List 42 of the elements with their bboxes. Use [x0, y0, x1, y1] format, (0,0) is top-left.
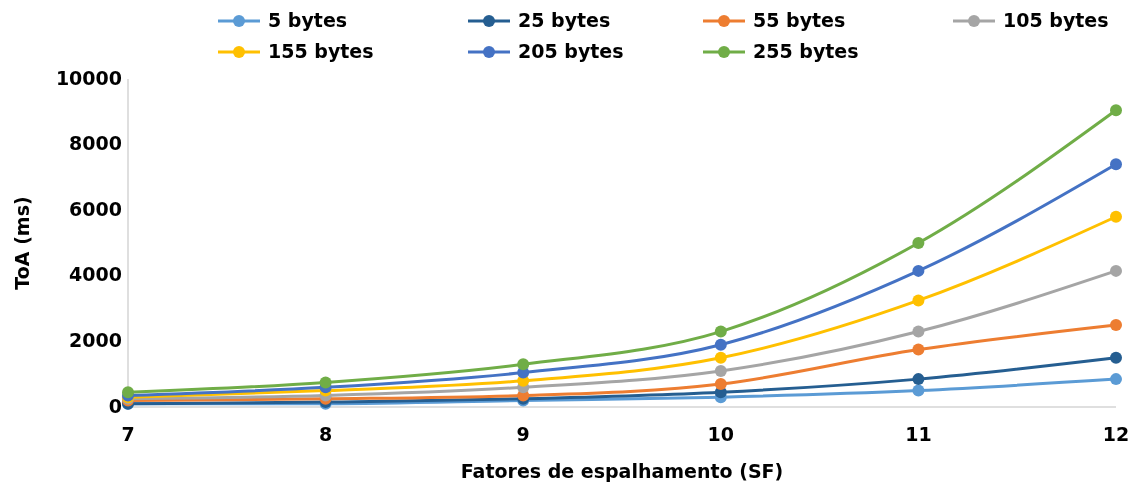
y-axis-title: ToA (ms)	[11, 196, 33, 290]
point	[912, 237, 925, 249]
y-tick-label: 4000	[69, 263, 122, 286]
point	[1110, 104, 1122, 117]
x-tick-label: 12	[1102, 423, 1130, 445]
x-tick-label: 8	[318, 423, 333, 445]
y-tick-label: 10000	[55, 66, 122, 89]
point	[714, 338, 727, 351]
point	[714, 325, 727, 338]
legend-label: 5 bytes	[268, 8, 348, 31]
x-tick-label: 7	[121, 423, 135, 445]
point	[1110, 210, 1122, 223]
legend-label: 255 bytes	[753, 39, 859, 62]
point	[912, 373, 925, 386]
point	[1110, 373, 1122, 386]
x-axis-title: Fatores de espalhamento (SF)	[460, 460, 784, 482]
x-tick-label: 11	[905, 423, 932, 445]
y-tick-label: 2000	[69, 328, 122, 351]
legend-label: 25 bytes	[518, 8, 611, 31]
point	[517, 358, 530, 371]
point	[1110, 158, 1122, 171]
point	[912, 343, 925, 356]
point	[714, 364, 727, 377]
point	[912, 294, 925, 307]
legend-label: 105 bytes	[1003, 8, 1109, 31]
point	[714, 351, 727, 364]
point	[1110, 351, 1122, 364]
point	[319, 376, 332, 389]
point	[912, 264, 925, 277]
y-tick-label: 8000	[69, 132, 122, 155]
point	[912, 384, 925, 397]
y-tick-label: 6000	[69, 197, 122, 220]
point	[1110, 319, 1122, 331]
legend-label: 55 bytes	[753, 8, 846, 31]
legend-label: 155 bytes	[268, 39, 374, 62]
y-tick-label: 0	[108, 394, 122, 417]
point	[912, 325, 925, 338]
point	[1110, 264, 1122, 277]
x-tick-label: 10	[707, 423, 735, 445]
legend-label: 205 bytes	[518, 39, 624, 62]
point	[714, 378, 727, 391]
x-tick-label: 9	[516, 423, 530, 445]
